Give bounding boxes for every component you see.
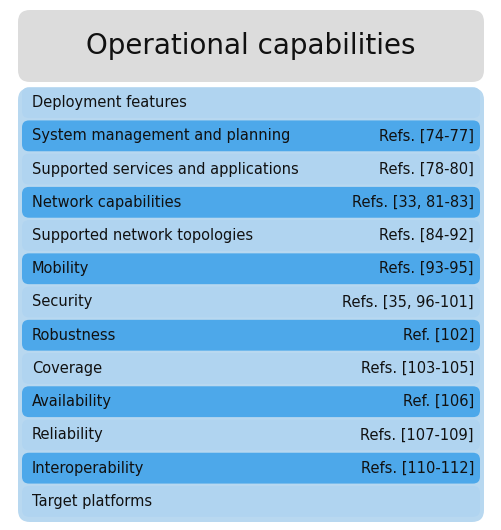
FancyBboxPatch shape [22, 187, 479, 218]
FancyBboxPatch shape [22, 353, 479, 384]
Text: Reliability: Reliability [32, 427, 104, 443]
Text: Refs. [107-109]: Refs. [107-109] [360, 427, 473, 443]
Text: Refs. [93-95]: Refs. [93-95] [379, 261, 473, 276]
Text: Ref. [102]: Ref. [102] [402, 328, 473, 343]
FancyBboxPatch shape [22, 120, 479, 151]
Text: Refs. [84-92]: Refs. [84-92] [378, 228, 473, 243]
Text: Refs. [33, 81-83]: Refs. [33, 81-83] [351, 195, 473, 210]
Text: Refs. [110-112]: Refs. [110-112] [360, 461, 473, 475]
Text: Security: Security [32, 295, 92, 310]
FancyBboxPatch shape [22, 287, 479, 317]
Text: System management and planning: System management and planning [32, 128, 290, 143]
Text: Refs. [103-105]: Refs. [103-105] [360, 361, 473, 376]
Text: Refs. [35, 96-101]: Refs. [35, 96-101] [342, 295, 473, 310]
FancyBboxPatch shape [22, 386, 479, 417]
Text: Interoperability: Interoperability [32, 461, 144, 475]
FancyBboxPatch shape [22, 420, 479, 450]
Text: Robustness: Robustness [32, 328, 116, 343]
Text: Coverage: Coverage [32, 361, 102, 376]
Text: Deployment features: Deployment features [32, 95, 186, 110]
Text: Mobility: Mobility [32, 261, 89, 276]
FancyBboxPatch shape [22, 486, 479, 517]
Text: Refs. [78-80]: Refs. [78-80] [378, 162, 473, 176]
FancyBboxPatch shape [22, 253, 479, 284]
FancyBboxPatch shape [22, 320, 479, 351]
Text: Operational capabilities: Operational capabilities [86, 32, 415, 60]
Text: Supported services and applications: Supported services and applications [32, 162, 298, 176]
Text: Network capabilities: Network capabilities [32, 195, 181, 210]
FancyBboxPatch shape [22, 453, 479, 483]
FancyBboxPatch shape [22, 154, 479, 184]
Text: Supported network topologies: Supported network topologies [32, 228, 253, 243]
Text: Availability: Availability [32, 394, 112, 409]
FancyBboxPatch shape [22, 87, 479, 118]
Text: Ref. [106]: Ref. [106] [402, 394, 473, 409]
FancyBboxPatch shape [18, 88, 483, 522]
Text: Refs. [74-77]: Refs. [74-77] [378, 128, 473, 143]
Text: Target platforms: Target platforms [32, 494, 152, 509]
FancyBboxPatch shape [18, 10, 483, 82]
FancyBboxPatch shape [22, 220, 479, 251]
